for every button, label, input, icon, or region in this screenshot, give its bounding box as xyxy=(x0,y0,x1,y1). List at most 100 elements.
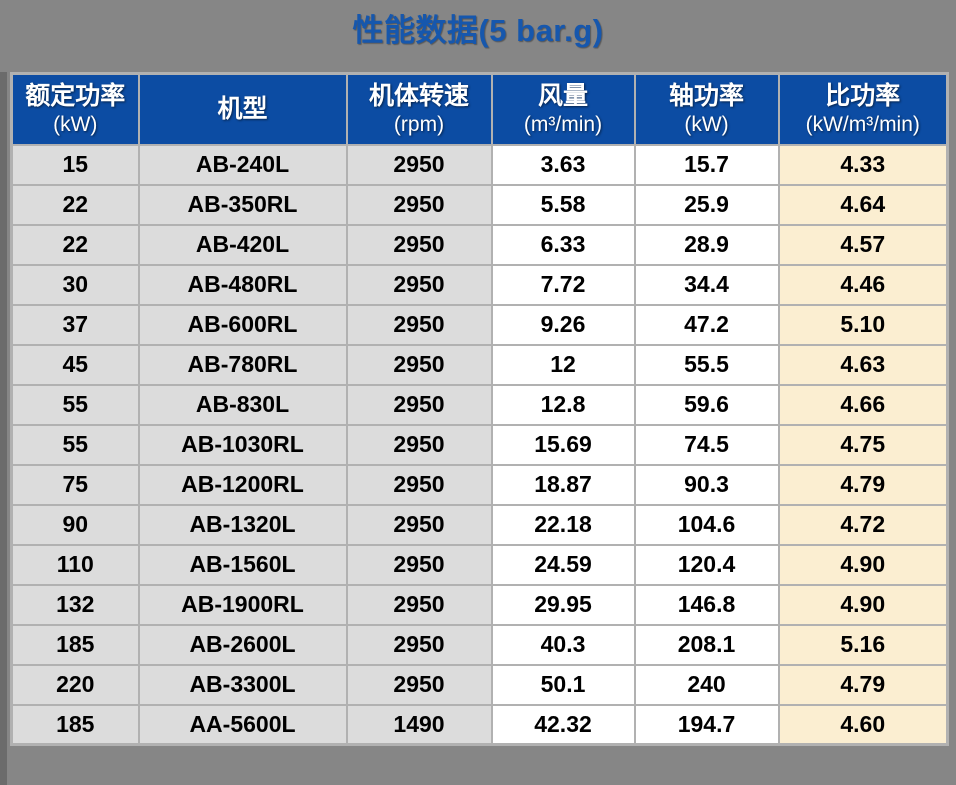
cell-rated-power: 22 xyxy=(10,183,140,226)
table-body: 15 AB-240L 2950 3.63 15.7 4.33 22 AB-350… xyxy=(10,143,949,746)
cell-shaft-power: 15.7 xyxy=(633,143,780,186)
column-header-label: 风量 xyxy=(537,81,588,110)
cell-specific-power: 5.10 xyxy=(777,303,949,346)
cell-shaft-power: 55.5 xyxy=(633,343,780,386)
cell-shaft-power: 74.5 xyxy=(633,423,780,466)
cell-airflow: 5.58 xyxy=(490,183,636,226)
cell-speed: 2950 xyxy=(345,143,493,186)
table-row: 220 AB-3300L 2950 50.1 240 4.79 xyxy=(10,663,949,706)
cell-specific-power: 4.66 xyxy=(777,383,949,426)
table-row: 55 AB-1030RL 2950 15.69 74.5 4.75 xyxy=(10,423,949,466)
cell-rated-power: 55 xyxy=(10,423,140,466)
cell-airflow: 40.3 xyxy=(490,623,636,666)
cell-speed: 2950 xyxy=(345,503,493,546)
cell-airflow: 18.87 xyxy=(490,463,636,506)
cell-rated-power: 185 xyxy=(10,703,140,746)
cell-speed: 2950 xyxy=(345,463,493,506)
cell-speed: 2950 xyxy=(345,303,493,346)
column-header-label: 轴功率 xyxy=(668,81,744,110)
cell-speed: 2950 xyxy=(345,583,493,626)
cell-specific-power: 4.64 xyxy=(777,183,949,226)
table-row: 75 AB-1200RL 2950 18.87 90.3 4.79 xyxy=(10,463,949,506)
table-row: 90 AB-1320L 2950 22.18 104.6 4.72 xyxy=(10,503,949,546)
table-row: 185 AB-2600L 2950 40.3 208.1 5.16 xyxy=(10,623,949,666)
column-header-unit: (m³/min) xyxy=(523,112,603,136)
cell-rated-power: 75 xyxy=(10,463,140,506)
column-header-specific-power: 比功率 (kW/m³/min) xyxy=(777,72,949,146)
cell-speed: 2950 xyxy=(345,343,493,386)
cell-specific-power: 4.90 xyxy=(777,543,949,586)
table-row: 55 AB-830L 2950 12.8 59.6 4.66 xyxy=(10,383,949,426)
table-row: 22 AB-420L 2950 6.33 28.9 4.57 xyxy=(10,223,949,266)
cell-airflow: 12 xyxy=(490,343,636,386)
cell-airflow: 12.8 xyxy=(490,383,636,426)
cell-model: AA-5600L xyxy=(137,703,348,746)
cell-speed: 2950 xyxy=(345,223,493,266)
column-header-unit: (kW) xyxy=(53,112,98,136)
cell-specific-power: 5.16 xyxy=(777,623,949,666)
cell-shaft-power: 240 xyxy=(633,663,780,706)
cell-model: AB-830L xyxy=(137,383,348,426)
cell-shaft-power: 28.9 xyxy=(633,223,780,266)
cell-rated-power: 220 xyxy=(10,663,140,706)
cell-specific-power: 4.90 xyxy=(777,583,949,626)
cell-model: AB-2600L xyxy=(137,623,348,666)
column-header-model: 机型 xyxy=(137,72,348,146)
cell-specific-power: 4.75 xyxy=(777,423,949,466)
column-header-label: 比功率 xyxy=(825,81,901,110)
cell-specific-power: 4.60 xyxy=(777,703,949,746)
performance-table: 额定功率 (kW) 机型 机体转速 (rpm) 风量 (m³/min) 轴功率 … xyxy=(10,72,949,746)
cell-shaft-power: 208.1 xyxy=(633,623,780,666)
table-row: 45 AB-780RL 2950 12 55.5 4.63 xyxy=(10,343,949,386)
cell-model: AB-1200RL xyxy=(137,463,348,506)
cell-rated-power: 45 xyxy=(10,343,140,386)
table-row: 132 AB-1900RL 2950 29.95 146.8 4.90 xyxy=(10,583,949,626)
cell-specific-power: 4.72 xyxy=(777,503,949,546)
cell-rated-power: 55 xyxy=(10,383,140,426)
column-header-unit: (kW) xyxy=(684,112,729,136)
cell-shaft-power: 146.8 xyxy=(633,583,780,626)
cell-speed: 2950 xyxy=(345,623,493,666)
cell-speed: 2950 xyxy=(345,383,493,426)
cell-model: AB-600RL xyxy=(137,303,348,346)
table-row: 185 AA-5600L 1490 42.32 194.7 4.60 xyxy=(10,703,949,746)
cell-speed: 2950 xyxy=(345,423,493,466)
table-row: 22 AB-350RL 2950 5.58 25.9 4.64 xyxy=(10,183,949,226)
table-row: 15 AB-240L 2950 3.63 15.7 4.33 xyxy=(10,143,949,186)
column-header-airflow: 风量 (m³/min) xyxy=(490,72,636,146)
table-row: 110 AB-1560L 2950 24.59 120.4 4.90 xyxy=(10,543,949,586)
cell-model: AB-1560L xyxy=(137,543,348,586)
table-row: 37 AB-600RL 2950 9.26 47.2 5.10 xyxy=(10,303,949,346)
cell-rated-power: 132 xyxy=(10,583,140,626)
cell-specific-power: 4.63 xyxy=(777,343,949,386)
column-header-unit: (rpm) xyxy=(393,112,445,136)
cell-speed: 2950 xyxy=(345,543,493,586)
left-edge-shadow xyxy=(0,72,7,785)
cell-rated-power: 110 xyxy=(10,543,140,586)
cell-model: AB-480RL xyxy=(137,263,348,306)
column-header-speed: 机体转速 (rpm) xyxy=(345,72,493,146)
cell-model: AB-1900RL xyxy=(137,583,348,626)
cell-shaft-power: 47.2 xyxy=(633,303,780,346)
column-header-rated-power: 额定功率 (kW) xyxy=(10,72,140,146)
cell-rated-power: 15 xyxy=(10,143,140,186)
cell-airflow: 7.72 xyxy=(490,263,636,306)
cell-speed: 2950 xyxy=(345,263,493,306)
cell-airflow: 42.32 xyxy=(490,703,636,746)
page-title: 性能数据(5 bar.g) xyxy=(352,13,604,48)
column-header-shaft-power: 轴功率 (kW) xyxy=(633,72,780,146)
cell-shaft-power: 59.6 xyxy=(633,383,780,426)
table-row: 30 AB-480RL 2950 7.72 34.4 4.46 xyxy=(10,263,949,306)
cell-model: AB-1030RL xyxy=(137,423,348,466)
cell-model: AB-3300L xyxy=(137,663,348,706)
cell-specific-power: 4.46 xyxy=(777,263,949,306)
cell-airflow: 15.69 xyxy=(490,423,636,466)
column-header-unit: (kW/m³/min) xyxy=(805,112,920,136)
cell-specific-power: 4.57 xyxy=(777,223,949,266)
column-header-label: 机体转速 xyxy=(368,81,469,110)
cell-speed: 2950 xyxy=(345,183,493,226)
cell-model: AB-420L xyxy=(137,223,348,266)
cell-rated-power: 30 xyxy=(10,263,140,306)
cell-speed: 1490 xyxy=(345,703,493,746)
cell-airflow: 3.63 xyxy=(490,143,636,186)
